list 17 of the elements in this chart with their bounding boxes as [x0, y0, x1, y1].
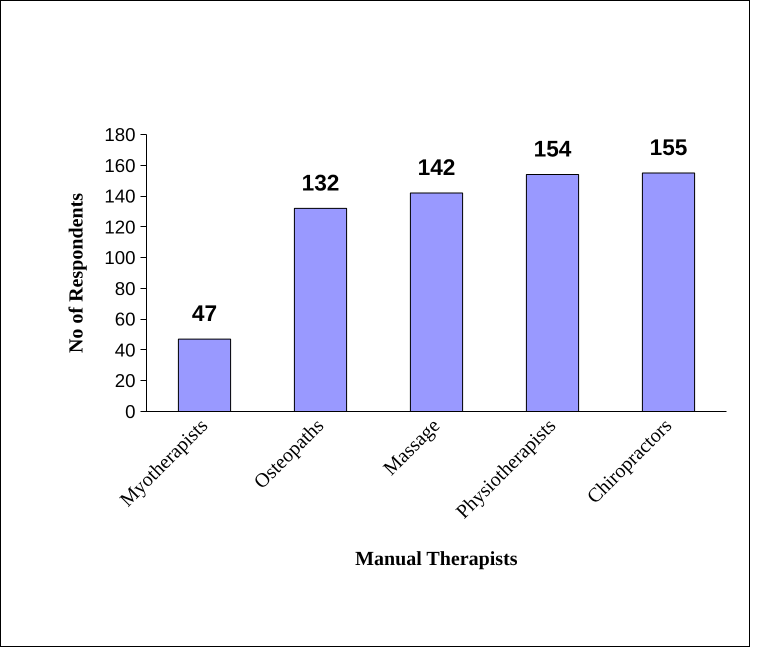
y-tick-label: 100	[104, 247, 136, 268]
y-tick-label: 140	[104, 186, 136, 207]
y-tick-label: 160	[104, 154, 136, 176]
y-tick-label: 40	[114, 339, 136, 360]
y-tick-label: 80	[114, 278, 136, 299]
y-tick-label: 0	[125, 401, 136, 422]
data-label: 142	[418, 154, 456, 180]
data-label: 154	[534, 136, 572, 162]
y-tick-label: 20	[114, 370, 136, 392]
y-tick-label: 60	[114, 308, 136, 330]
y-axis-title: No of Respondents	[65, 192, 88, 354]
y-tick-label: 120	[104, 216, 136, 238]
data-label: 132	[302, 169, 340, 196]
data-label: 47	[192, 300, 218, 326]
x-axis-title: Manual Therapists	[355, 548, 518, 570]
y-tick-label: 180	[104, 124, 136, 145]
data-label: 155	[650, 134, 688, 160]
